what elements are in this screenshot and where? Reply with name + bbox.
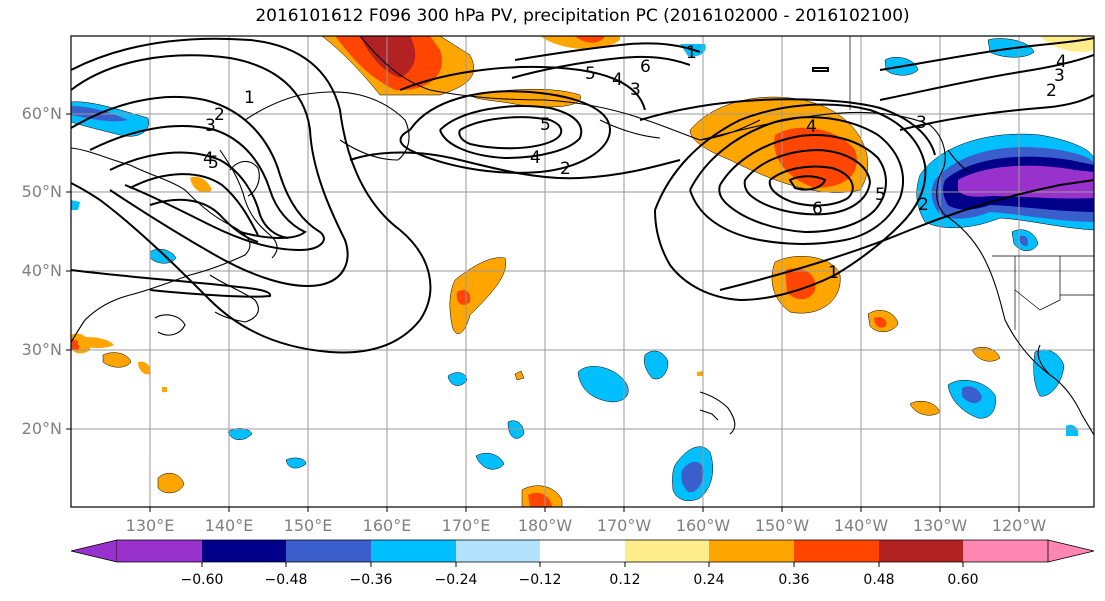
colorbar-tick-4: −0.24 xyxy=(434,572,478,588)
pv-label-16: 5 xyxy=(875,185,886,205)
pv-label-1: 1 xyxy=(244,88,255,108)
pv-label-3: 3 xyxy=(205,116,216,136)
pv-label-4: 4 xyxy=(203,149,214,169)
colorbar-tick-9: 0.48 xyxy=(863,572,895,588)
pv-label-14: 4 xyxy=(806,117,817,137)
lat-label-60n: 60°N xyxy=(21,104,62,123)
lon-label-160w: 160°W xyxy=(675,516,731,535)
colorbar-tick-7: 0.24 xyxy=(693,572,725,588)
lon-label-140w: 140°W xyxy=(833,516,889,535)
pv-label-13: 1 xyxy=(686,43,697,63)
colorbar-tick-2: −0.48 xyxy=(264,572,308,588)
pv-label-21: 3 xyxy=(1054,66,1065,86)
colorbar-bin-4 xyxy=(371,540,456,562)
pv-label-19: 3 xyxy=(916,113,927,133)
colorbar xyxy=(70,539,1095,567)
colorbar-tick-8: 0.36 xyxy=(778,572,810,588)
pv-label-8: 2 xyxy=(560,159,571,179)
lon-label-130e: 130°E xyxy=(125,516,175,535)
pv-label-18: 2 xyxy=(918,195,929,215)
map-title: 2016101612 F096 300 hPa PV, precipitatio… xyxy=(255,6,910,26)
lat-label-40n: 40°N xyxy=(21,261,62,280)
pv-label-7: 4 xyxy=(530,148,541,168)
precip-negative-regions xyxy=(71,38,1094,501)
colorbar-extend-high xyxy=(1047,539,1095,563)
pv-contour-labels: 1 2 3 4 5 5 4 2 3 4 5 6 1 4 6 5 1 2 3 2 … xyxy=(203,43,1067,283)
colorbar-tick-1: −0.60 xyxy=(180,572,224,588)
lon-label-120w: 120°W xyxy=(991,516,1047,535)
pv-label-2: 2 xyxy=(214,105,225,125)
axis-ticks xyxy=(66,113,1020,512)
colorbar-bin-6 xyxy=(540,540,625,562)
pv-label-17: 1 xyxy=(828,263,839,283)
lon-label-150e: 150°E xyxy=(283,516,333,535)
lon-label-150w: 150°W xyxy=(754,516,810,535)
colorbar-bin-8 xyxy=(709,540,794,562)
pv-label-20: 2 xyxy=(1046,81,1057,101)
graticule xyxy=(71,36,1094,507)
colorbar-extend-low xyxy=(70,539,118,563)
colorbar-bin-7 xyxy=(625,540,709,562)
lat-label-50n: 50°N xyxy=(21,182,62,201)
pv-label-22: 4 xyxy=(1056,52,1067,72)
colorbar-bin-5 xyxy=(456,540,540,562)
pv-label-15: 6 xyxy=(812,199,823,219)
lon-label-170w: 170°W xyxy=(596,516,652,535)
lon-label-160e: 160°E xyxy=(362,516,412,535)
lat-label-20n: 20°N xyxy=(21,419,62,438)
lon-label-140e: 140°E xyxy=(204,516,254,535)
pv-label-12: 6 xyxy=(640,57,651,77)
colorbar-tick-6: 0.12 xyxy=(609,572,641,588)
pv-contours xyxy=(71,37,1094,354)
colorbar-bin-1 xyxy=(117,540,202,562)
lon-label-180w: 180°W xyxy=(517,516,573,535)
colorbar-tick-5: −0.12 xyxy=(518,572,562,588)
colorbar-tick-3: −0.36 xyxy=(349,572,393,588)
precip-positive-regions xyxy=(71,36,1094,507)
lon-label-130w: 130°W xyxy=(912,516,968,535)
colorbar-bin-11 xyxy=(963,540,1048,562)
pv-label-9: 3 xyxy=(630,80,641,100)
lon-label-170e: 170°E xyxy=(441,516,491,535)
pv-label-11: 5 xyxy=(585,64,596,84)
colorbar-bin-2 xyxy=(202,540,286,562)
pv-label-6: 5 xyxy=(540,115,551,135)
lat-label-30n: 30°N xyxy=(21,340,62,359)
colorbar-bin-3 xyxy=(286,540,371,562)
pv-label-5: 5 xyxy=(208,153,219,173)
political-borders xyxy=(849,36,1094,330)
colorbar-tick-10: 0.60 xyxy=(947,572,979,588)
pv-label-10: 4 xyxy=(612,70,623,90)
colorbar-bin-9 xyxy=(794,540,879,562)
colorbar-bin-10 xyxy=(879,540,963,562)
coastlines xyxy=(71,36,1094,436)
